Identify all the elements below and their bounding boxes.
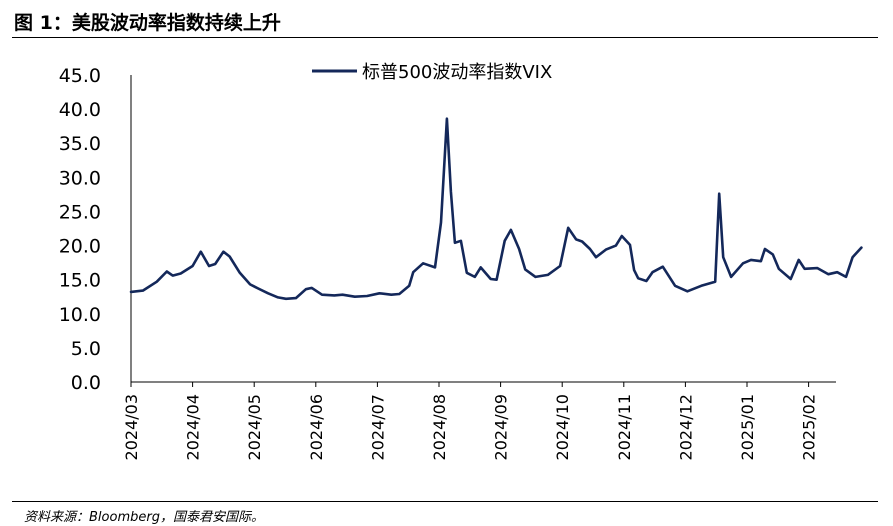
legend-label: 标普500波动率指数VIX [362,62,552,83]
y-tick-label: 35.0 [59,133,101,155]
x-tick-label: 2024/05 [245,394,264,460]
vix-series-line [129,117,863,301]
y-tick-label: 20.0 [59,236,101,258]
y-tick-label: 45.0 [59,65,101,87]
x-tick-label: 2024/06 [307,394,326,460]
series-layer [129,117,863,301]
x-tick-label: 2024/03 [122,394,141,460]
source-note: 资料来源：Bloomberg，国泰君安国际。 [24,510,264,525]
y-axis: 0.0 5.0 10.0 15.0 20.0 25.0 30.0 35.0 40.0 45.0 [59,65,132,394]
x-tick-label: 2024/10 [553,394,572,460]
legend: 标普500波动率指数VIX [312,62,552,83]
y-tick-label: 25.0 [59,201,101,223]
y-tick-label: 5.0 [71,338,101,360]
title-divider [12,37,878,38]
y-tick-label: 30.0 [59,167,101,189]
x-tick-label: 2024/09 [492,394,511,460]
x-tick-label: 2024/07 [368,394,387,460]
figure-title: 图 1：美股波动率指数持续上升 [14,12,281,34]
x-tick-label: 2024/12 [676,394,695,460]
y-tick-label: 10.0 [59,304,101,326]
source-divider [12,501,878,502]
x-tick-label: 2025/02 [800,394,819,460]
x-axis: 2024/03 2024/04 2024/05 2024/06 2024/07 2024/… [122,381,836,460]
x-tick-label: 2024/08 [430,394,449,460]
x-tick-label: 2025/01 [738,394,757,460]
y-tick-label: 15.0 [59,270,101,292]
y-tick-label: 40.0 [59,99,101,121]
x-tick-label: 2024/11 [615,394,634,460]
y-tick-label: 0.0 [71,372,101,394]
x-tick-label: 2024/04 [184,394,203,460]
